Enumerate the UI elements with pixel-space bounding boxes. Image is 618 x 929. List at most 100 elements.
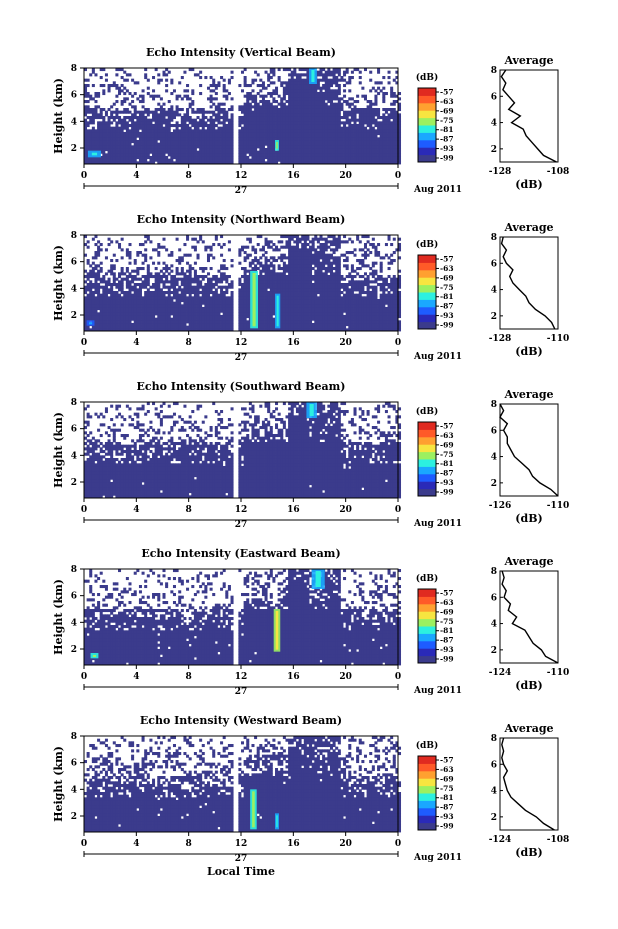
echo-cell (178, 285, 182, 289)
echo-cell (290, 245, 294, 249)
echo-cell (97, 121, 101, 125)
echo-cell (272, 293, 276, 297)
echo-cell (267, 312, 271, 316)
echo-cell (144, 137, 148, 141)
echo-cell (322, 145, 326, 149)
echo-cell (188, 291, 192, 295)
echo-cell (288, 283, 292, 287)
echo-cell (123, 92, 127, 96)
echo-cell (379, 148, 383, 152)
echo-cell (193, 301, 197, 305)
echo-cell (275, 272, 279, 276)
echo-cell (277, 248, 281, 252)
echo-cell (125, 73, 129, 77)
y-tick-label: 6 (71, 91, 77, 101)
echo-cell (243, 285, 247, 289)
echo-cell (196, 73, 200, 77)
echo-cell (377, 124, 381, 128)
echo-cell (238, 132, 242, 136)
echo-cell (332, 70, 336, 74)
echo-cell (303, 121, 307, 125)
echo-cell (162, 275, 166, 279)
echo-cell (269, 299, 273, 303)
echo-cell (285, 129, 289, 133)
echo-cell (212, 301, 216, 305)
echo-cell (374, 121, 378, 125)
echo-cell (261, 158, 265, 162)
echo-cell (335, 126, 339, 130)
echo-cell (212, 161, 216, 165)
echo-cell (311, 129, 315, 133)
echo-cell (267, 118, 271, 122)
echo-cell (361, 116, 365, 120)
echo-cell (238, 320, 242, 324)
echo-cell (269, 158, 273, 162)
echo-cell (290, 89, 294, 93)
echo-cell (261, 296, 265, 300)
echo-cell (97, 105, 101, 109)
echo-cell (298, 126, 302, 130)
echo-cell (175, 312, 179, 316)
echo-cell (201, 323, 205, 327)
echo-cell (86, 301, 90, 305)
echo-cell (392, 142, 396, 146)
echo-cell (246, 124, 250, 128)
echo-cell (267, 105, 271, 109)
echo-cell (353, 124, 357, 128)
echo-cell (193, 156, 197, 160)
echo-cell (390, 153, 394, 157)
echo-cell (138, 307, 142, 311)
echo-cell (329, 129, 333, 133)
echo-cell (243, 291, 247, 295)
echo-cell (212, 140, 216, 144)
echo-cell (99, 323, 103, 327)
echo-cell (361, 150, 365, 154)
echo-cell (115, 86, 119, 90)
echo-cell (107, 89, 111, 93)
echo-cell (154, 156, 158, 160)
echo-cell (115, 299, 119, 303)
echo-cell (269, 240, 273, 244)
echo-cell (230, 291, 234, 295)
echo-cell (86, 240, 90, 244)
echo-cell (118, 275, 122, 279)
echo-cell (301, 158, 305, 162)
echo-cell (322, 124, 326, 128)
echo-cell (343, 145, 347, 149)
echo-cell (128, 132, 132, 136)
echo-cell (329, 89, 333, 93)
echo-cell (259, 291, 263, 295)
echo-feature-core (91, 152, 98, 156)
echo-cell (322, 86, 326, 90)
echo-cell (377, 129, 381, 133)
echo-cell (131, 124, 135, 128)
echo-cell (214, 280, 218, 284)
echo-cell (102, 320, 106, 324)
echo-cell (193, 137, 197, 141)
echo-cell (327, 110, 331, 114)
echo-cell (118, 301, 122, 305)
echo-cell (358, 76, 362, 80)
echo-cell (379, 145, 383, 149)
echo-cell (115, 129, 119, 133)
echo-cell (123, 293, 127, 297)
echo-cell (99, 113, 103, 117)
echo-cell (267, 116, 271, 120)
echo-cell (293, 272, 297, 276)
echo-cell (337, 148, 341, 152)
echo-cell (128, 261, 132, 265)
echo-cell (282, 280, 286, 284)
echo-cell (167, 304, 171, 308)
echo-cell (290, 309, 294, 313)
echo-cell (254, 259, 258, 263)
echo-cell (191, 108, 195, 112)
echo-cell (301, 142, 305, 146)
echo-cell (188, 320, 192, 324)
echo-cell (172, 156, 176, 160)
echo-cell (243, 315, 247, 319)
echo-cell (191, 153, 195, 157)
echo-cell (264, 272, 268, 276)
echo-cell (256, 140, 260, 144)
echo-cell (183, 283, 187, 287)
echo-cell (170, 108, 174, 112)
